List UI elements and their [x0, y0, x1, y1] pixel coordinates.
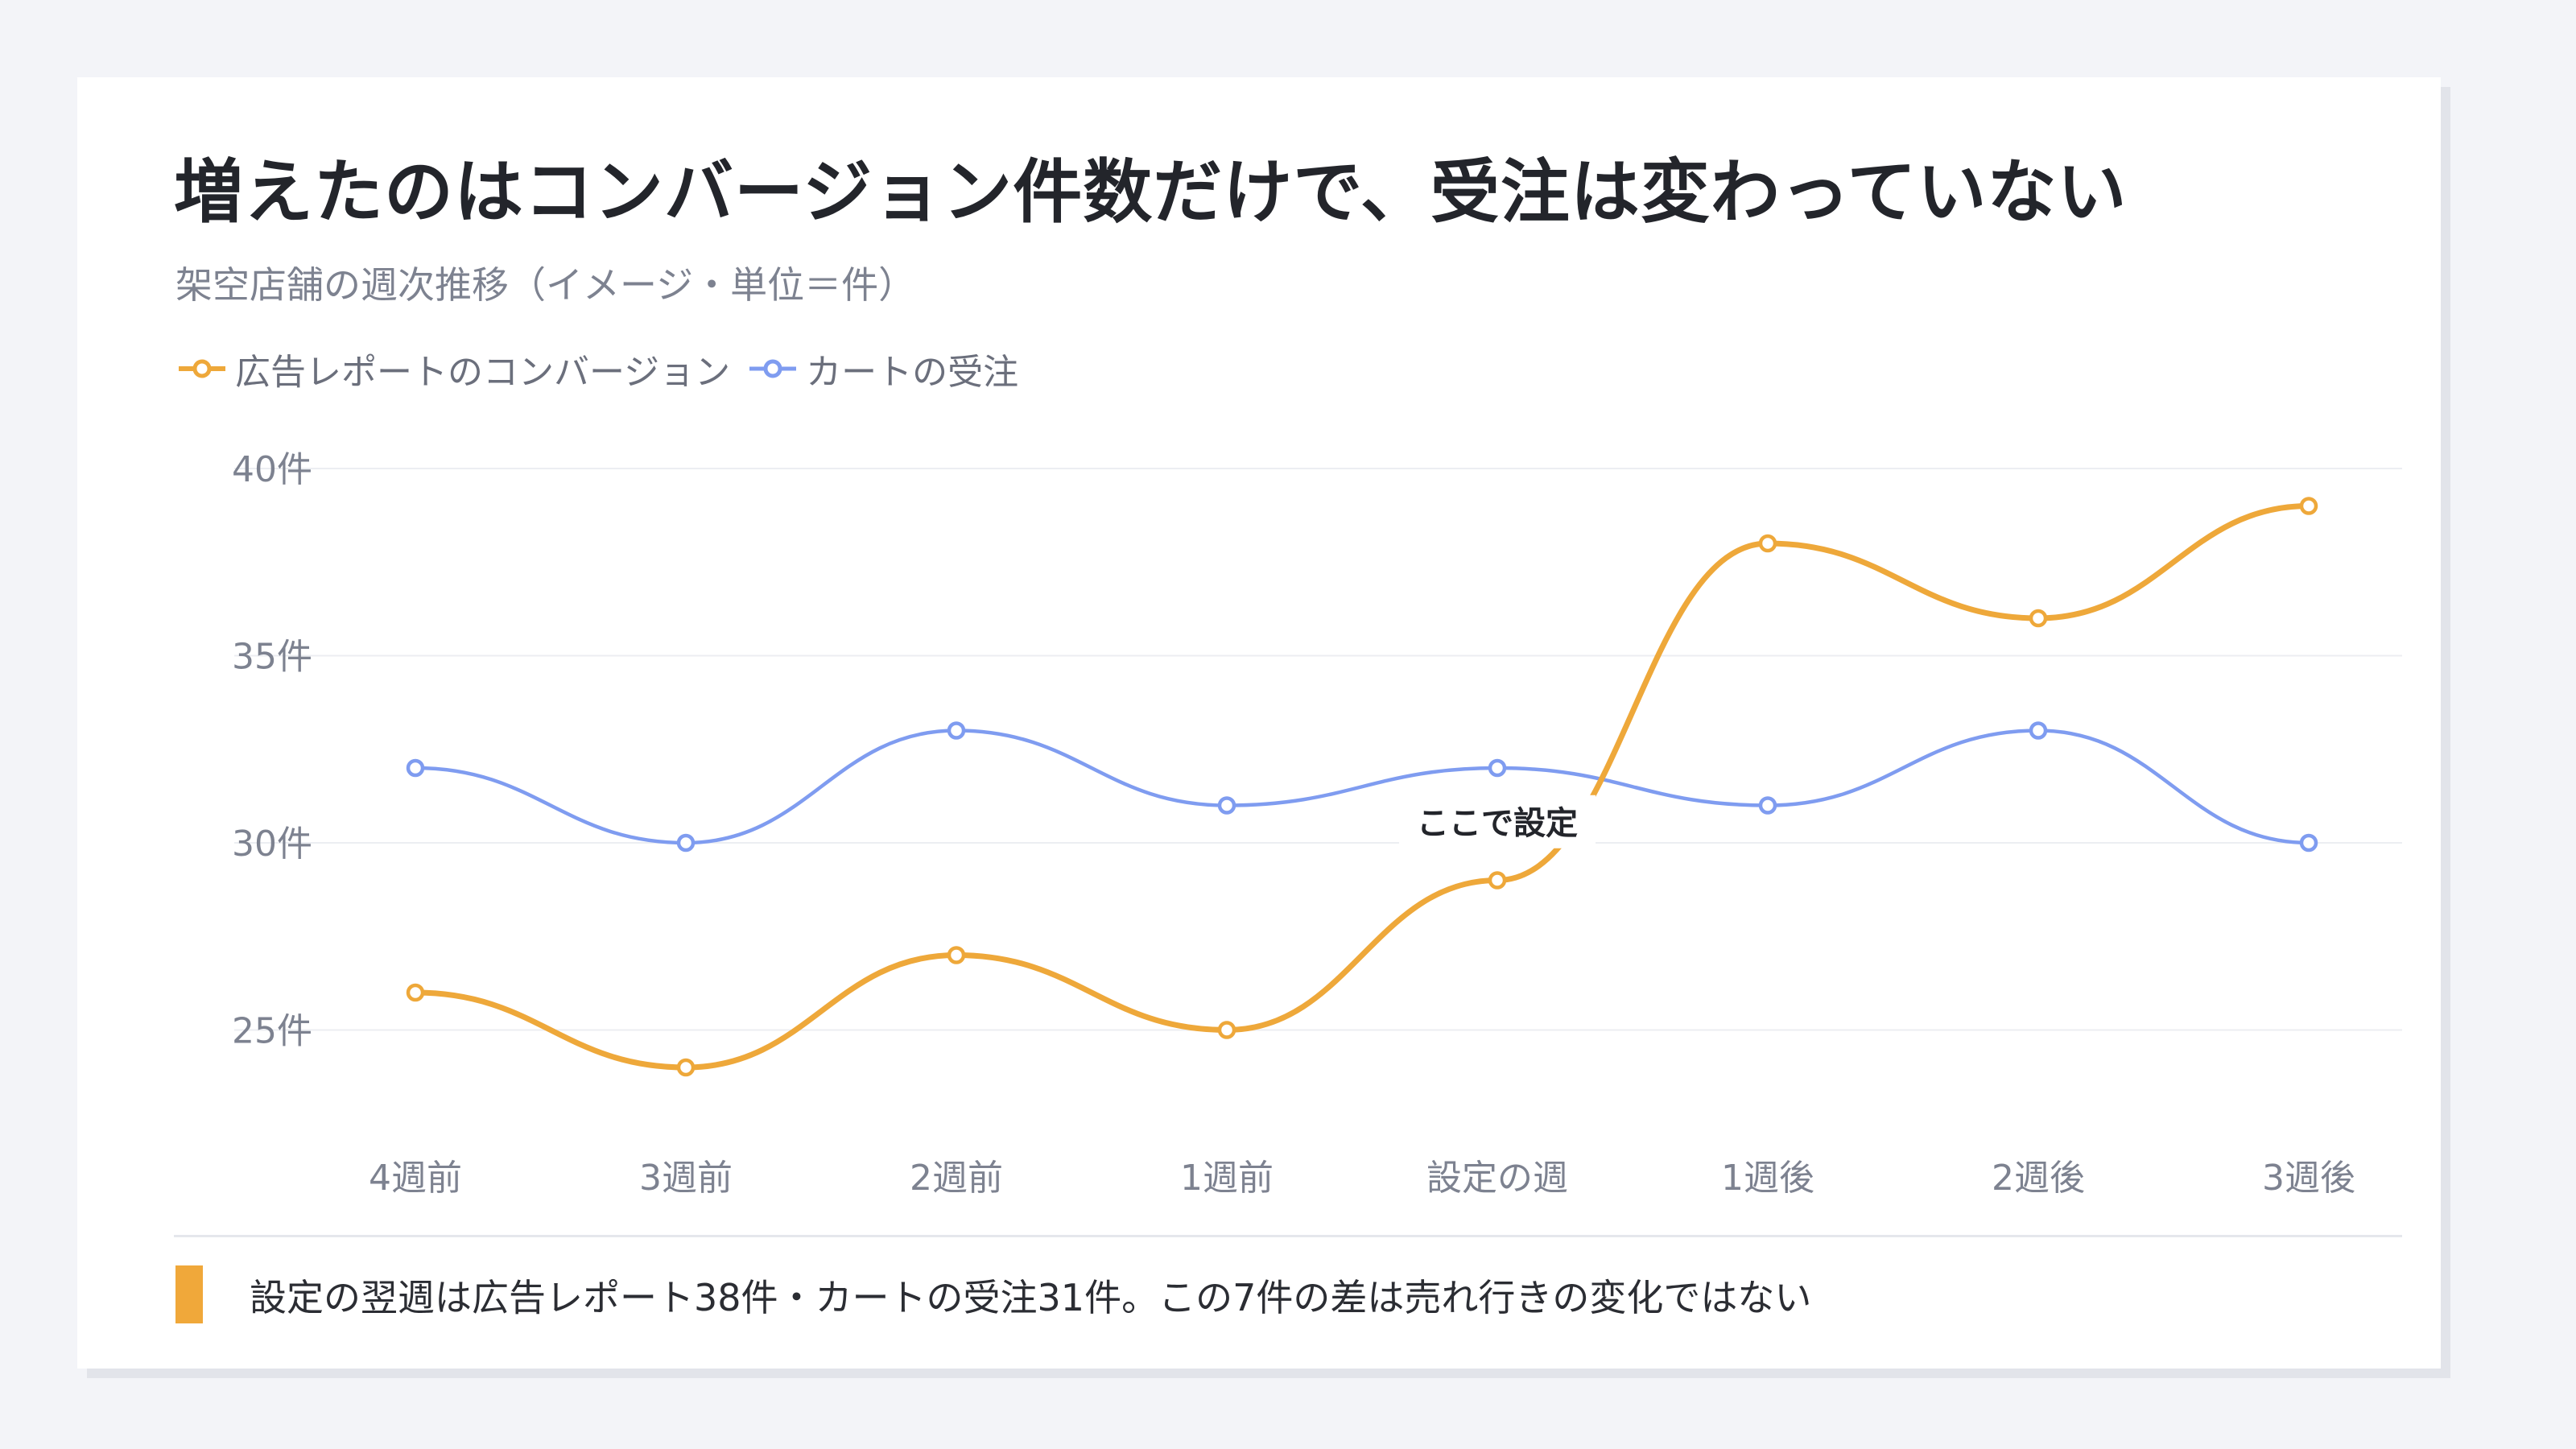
x-tick-label: 4週前 — [369, 1158, 462, 1199]
y-tick-label: 35件 — [232, 637, 312, 678]
legend: 広告レポートのコンバージョン カートの受注 — [177, 343, 1036, 394]
legend-swatch-orders — [749, 359, 797, 378]
data-point-conversions — [1758, 534, 1777, 553]
y-tick-label: 25件 — [232, 1011, 312, 1052]
legend-label-orders: カートの受注 — [806, 352, 1019, 393]
data-point-orders — [2029, 721, 2048, 740]
x-tick-label: 設定の週 — [1426, 1158, 1568, 1199]
legend-swatch-conversions — [179, 359, 225, 378]
legend-item-conversions: 広告レポートのコンバージョン — [177, 343, 730, 394]
series-line-conversions — [412, 503, 2312, 1071]
chart-subtitle: 架空店舗の週次推移（イメージ・単位＝件） — [175, 263, 916, 307]
data-point-conversions — [1488, 871, 1507, 890]
data-point-orders — [1217, 796, 1236, 815]
data-point-orders — [2299, 833, 2318, 852]
x-tick-label: 1週後 — [1721, 1158, 1814, 1199]
data-point-conversions — [676, 1058, 696, 1077]
data-point-conversions — [2029, 609, 2048, 628]
y-tick-label: 40件 — [232, 449, 312, 490]
data-point-orders — [947, 721, 966, 740]
data-point-conversions — [947, 946, 966, 964]
footer-accent-bar — [175, 1265, 203, 1323]
annotation-label: ここで設定 — [1417, 805, 1578, 842]
annotation-background — [1399, 795, 1596, 848]
footer-divider — [174, 1235, 2402, 1237]
y-tick-label: 30件 — [232, 824, 312, 865]
data-point-orders — [676, 833, 696, 852]
chart-title: 増えたのはコンバージョン件数だけで、受注は変わっていない — [174, 152, 2128, 233]
data-point-conversions — [1217, 1021, 1236, 1039]
line-chart: 25件 30件 35件 40件 4週前 3週前 2週前 1週前 設定の週 1週後 2週後 3週後 ここで… — [232, 449, 2402, 1199]
footer-note: 設定の翌週は広告レポート38件・カートの受注31件。この7件の差は売れ行きの変化… — [250, 1276, 1812, 1319]
x-tick-label: 1週前 — [1180, 1158, 1274, 1199]
x-tick-label: 2週後 — [1992, 1158, 2085, 1199]
x-tick-label: 3週前 — [639, 1158, 733, 1199]
chart-card: 増えたのはコンバージョン件数だけで、受注は変わっていない 架空店舗の週次推移（イ… — [77, 77, 2441, 1368]
legend-item-orders: カートの受注 — [748, 343, 1018, 394]
data-point-orders — [406, 758, 425, 778]
data-point-orders — [1488, 758, 1507, 778]
data-point-conversions — [406, 983, 425, 1002]
data-point-orders — [1758, 796, 1777, 815]
series-line-orders — [413, 729, 2311, 845]
x-tick-label: 3週後 — [2262, 1158, 2355, 1199]
data-point-conversions — [2299, 497, 2318, 515]
legend-label-conversions: 広告レポートのコンバージョン — [235, 352, 731, 393]
x-tick-label: 2週前 — [910, 1158, 1003, 1199]
